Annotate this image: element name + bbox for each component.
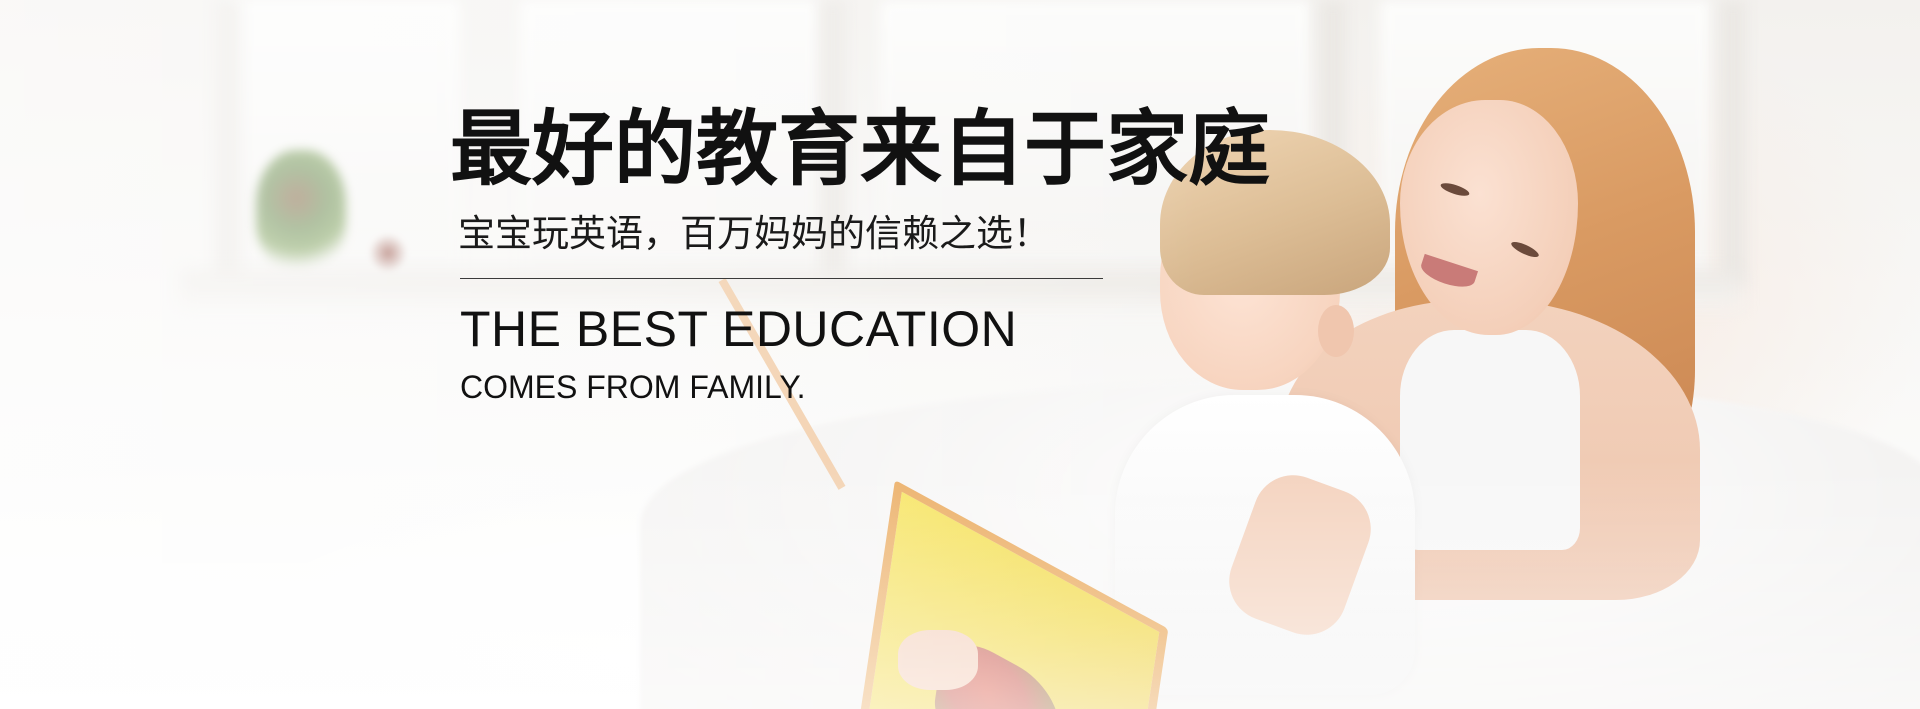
english-slogan-line1: THE BEST EDUCATION: [460, 301, 1018, 357]
bottom-fade-overlay: [0, 460, 1920, 709]
child-ear: [1318, 305, 1354, 357]
subheadline: 宝宝玩英语，百万妈妈的信赖之选！: [458, 212, 1050, 255]
divider-line: [460, 278, 1103, 279]
banner-text: 最好的教育来自于家庭 宝宝玩英语，百万妈妈的信赖之选！ THE BEST EDU…: [450, 100, 1271, 407]
english-slogan-line2: COMES FROM FAMILY.: [460, 369, 806, 405]
mother-face: [1400, 100, 1578, 335]
headline: 最好的教育来自于家庭: [450, 102, 1271, 197]
window-frame: [1720, 0, 1746, 285]
